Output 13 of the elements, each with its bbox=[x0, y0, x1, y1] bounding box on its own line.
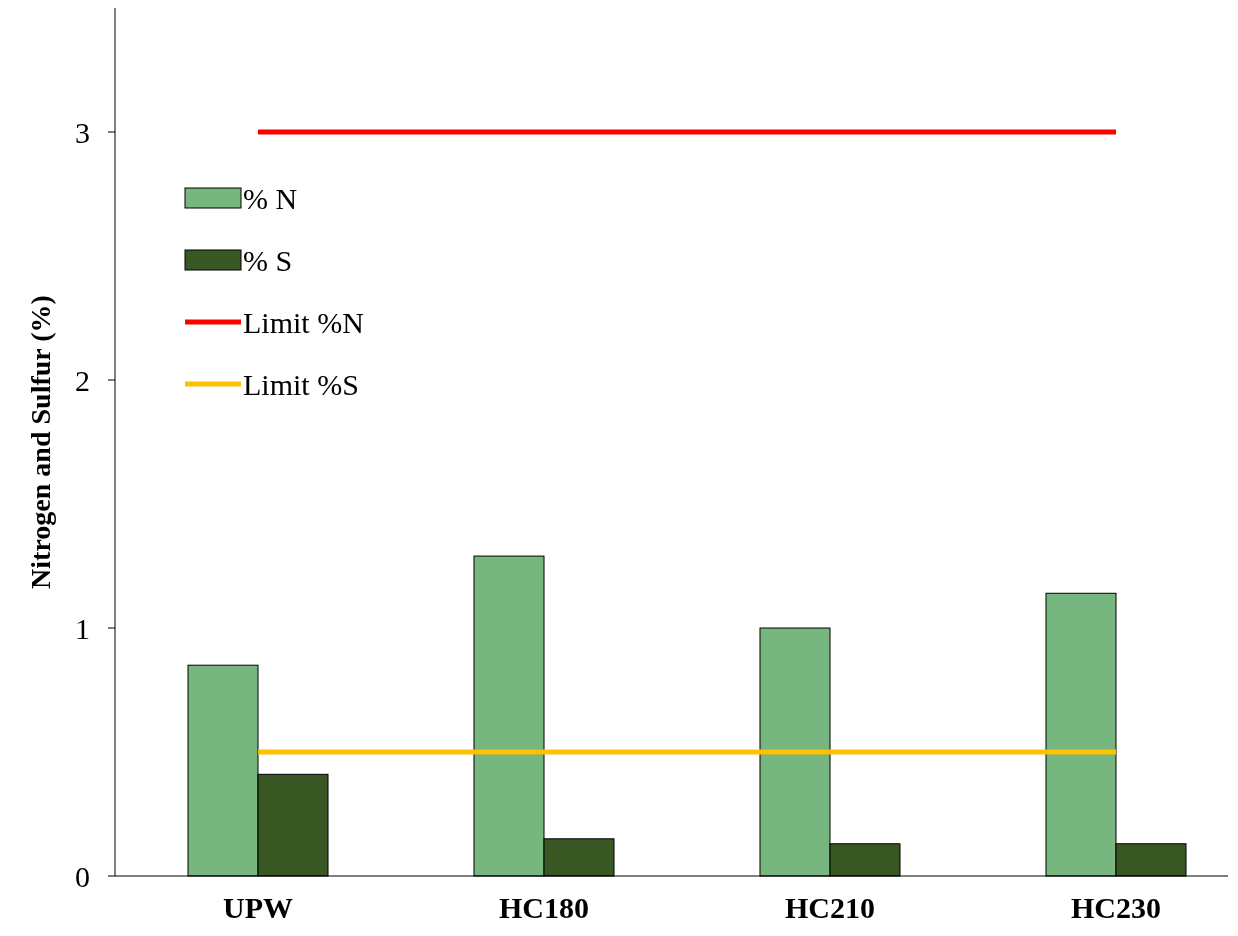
legend-label: Limit %N bbox=[243, 305, 364, 339]
y-axis-title: Nitrogen and Sulfur (%) bbox=[25, 295, 56, 589]
legend-label: % S bbox=[243, 243, 293, 277]
x-tick-label: HC230 bbox=[1071, 891, 1161, 924]
legend-label: Limit %S bbox=[243, 367, 359, 401]
x-tick-label: UPW bbox=[223, 891, 293, 924]
legend-label: % N bbox=[243, 181, 298, 215]
x-tick-label: HC210 bbox=[785, 891, 875, 924]
y-tick-label: 1 bbox=[75, 611, 90, 645]
y-tick-label: 3 bbox=[75, 115, 90, 149]
y-tick-label: 2 bbox=[75, 363, 90, 397]
y-tick-label: 0 bbox=[75, 859, 90, 893]
x-tick-label: HC180 bbox=[499, 891, 589, 924]
